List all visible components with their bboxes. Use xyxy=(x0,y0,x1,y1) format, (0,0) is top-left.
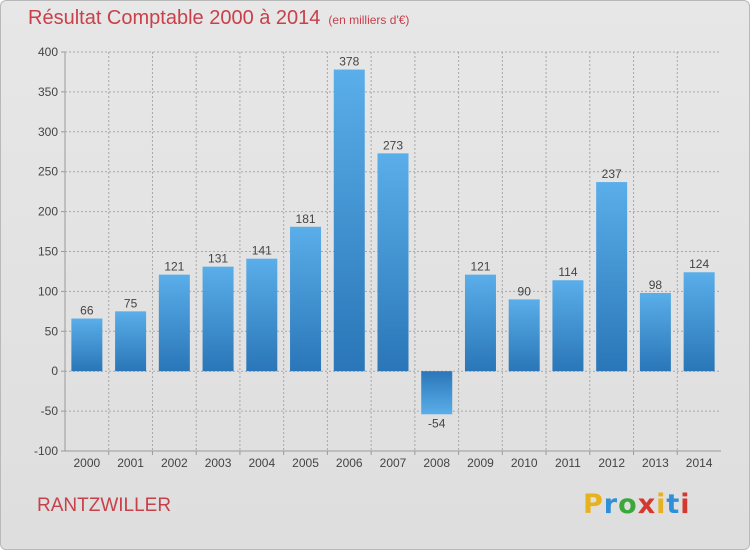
bar-2011 xyxy=(552,280,584,372)
y-tick-label: 300 xyxy=(38,125,58,139)
value-label-2001: 75 xyxy=(124,296,138,310)
y-tick-label: -100 xyxy=(34,444,58,458)
chart-title: Résultat Comptable 2000 à 2014 (en millie… xyxy=(28,7,409,30)
value-label-2013: 98 xyxy=(649,278,663,292)
logo-letter-0: P xyxy=(583,489,604,520)
y-tick-label: 400 xyxy=(38,45,58,59)
y-tick-label: 100 xyxy=(38,284,58,298)
y-tick-label: 150 xyxy=(38,245,58,259)
value-label-2010: 90 xyxy=(518,284,532,298)
x-tick-label-2014: 2014 xyxy=(686,456,713,470)
y-tick-label: 200 xyxy=(38,205,58,219)
logo-letter-5: t xyxy=(666,489,681,520)
bar-2000 xyxy=(71,318,103,372)
proxiti-logo: Proxiti xyxy=(583,489,691,520)
x-tick-label-2001: 2001 xyxy=(117,456,144,470)
bar-2003 xyxy=(202,266,234,372)
x-tick-label-2006: 2006 xyxy=(336,456,363,470)
bar-2014 xyxy=(683,272,715,372)
logo-letter-1: r xyxy=(603,489,619,520)
y-tick-label: 350 xyxy=(38,85,58,99)
value-label-2008: -54 xyxy=(428,416,446,430)
logo-letter-4: i xyxy=(656,489,667,520)
logo-letter-6: i xyxy=(680,489,691,520)
x-tick-label-2008: 2008 xyxy=(423,456,450,470)
x-tick-label-2003: 2003 xyxy=(205,456,232,470)
y-tick-label: -50 xyxy=(41,404,59,418)
bar-2006 xyxy=(333,69,365,372)
bar-2012 xyxy=(596,182,628,372)
bar-2001 xyxy=(115,311,147,372)
value-label-2009: 121 xyxy=(470,260,490,274)
value-label-2003: 131 xyxy=(208,252,228,266)
logo-letter-3: x xyxy=(637,489,657,520)
x-tick-label-2009: 2009 xyxy=(467,456,494,470)
bar-2005 xyxy=(290,226,322,372)
logo-letter-2: o xyxy=(618,489,638,520)
chart-subtitle: (en milliers d'€) xyxy=(328,13,410,27)
value-label-2014: 124 xyxy=(689,257,709,271)
chart-title-text: Résultat Comptable 2000 à 2014 xyxy=(28,7,321,29)
bar-2013 xyxy=(639,292,671,372)
value-label-2004: 141 xyxy=(252,244,272,258)
y-tick-label: 50 xyxy=(45,324,59,338)
x-tick-label-2007: 2007 xyxy=(380,456,407,470)
y-tick-label: 0 xyxy=(51,364,58,378)
x-tick-label-2002: 2002 xyxy=(161,456,188,470)
x-tick-label-2012: 2012 xyxy=(598,456,625,470)
bar-2009 xyxy=(464,274,496,372)
value-label-2005: 181 xyxy=(296,212,316,226)
value-label-2006: 378 xyxy=(339,55,359,69)
value-label-2000: 66 xyxy=(80,304,94,318)
x-tick-label-2011: 2011 xyxy=(555,456,581,470)
bar-2007 xyxy=(377,153,409,372)
bar-2008 xyxy=(421,371,453,415)
commune-name: RANTZWILLER xyxy=(37,495,172,516)
value-label-2007: 273 xyxy=(383,138,403,152)
x-tick-label-2004: 2004 xyxy=(248,456,275,470)
bar-2002 xyxy=(158,274,190,372)
value-label-2002: 121 xyxy=(164,260,184,274)
bar-2010 xyxy=(508,299,540,372)
x-tick-label-2000: 2000 xyxy=(74,456,101,470)
value-label-2011: 114 xyxy=(558,265,577,279)
bar-2004 xyxy=(246,258,278,372)
x-tick-label-2013: 2013 xyxy=(642,456,669,470)
x-tick-label-2005: 2005 xyxy=(292,456,319,470)
x-tick-label-2010: 2010 xyxy=(511,456,538,470)
value-label-2012: 237 xyxy=(602,167,622,181)
y-tick-label: 250 xyxy=(38,165,58,179)
